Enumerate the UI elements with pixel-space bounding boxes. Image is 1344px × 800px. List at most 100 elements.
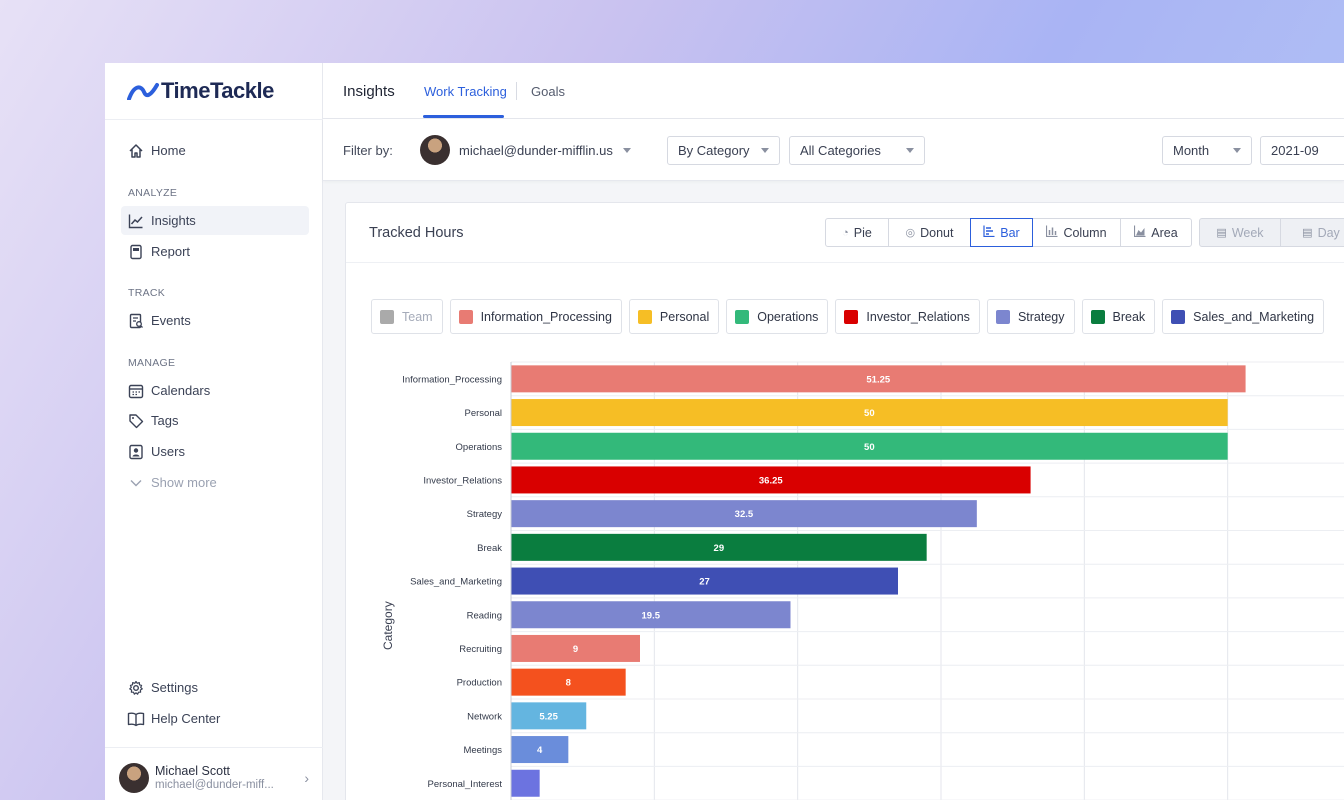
- y-tick-label: Meetings: [463, 745, 502, 756]
- events-icon: [127, 312, 145, 330]
- group-by-select[interactable]: By Category: [667, 136, 780, 165]
- report-icon: [127, 243, 145, 261]
- tab-work-tracking[interactable]: Work Tracking: [424, 83, 507, 99]
- user-name: Michael Scott: [155, 764, 231, 778]
- sidebar-show-more[interactable]: Show more: [121, 468, 309, 497]
- logo[interactable]: TimeTackle: [127, 78, 274, 103]
- sidebar-item-calendars[interactable]: Calendars: [121, 376, 309, 405]
- legend-label: Personal: [659, 309, 710, 324]
- bar[interactable]: [511, 500, 977, 528]
- legend-label: Investor_Relations: [866, 309, 970, 324]
- y-tick-label: Information_Processing: [402, 374, 502, 385]
- legend-swatch: [637, 309, 652, 324]
- calendar-icon: ▤: [1216, 227, 1227, 239]
- divider: [105, 119, 323, 120]
- legend-swatch: [1171, 309, 1186, 324]
- sidebar-item-help-center[interactable]: Help Center: [121, 704, 309, 733]
- category-select[interactable]: All Categories: [789, 136, 925, 165]
- bar[interactable]: [511, 567, 898, 595]
- y-tick-label: Personal_Interest: [428, 779, 503, 790]
- period-value: Month: [1173, 143, 1210, 158]
- caret-down-icon: [622, 147, 631, 153]
- bar[interactable]: [511, 432, 1228, 460]
- chart-type-pie-button[interactable]: ◔ Pie: [825, 218, 889, 247]
- bar-value-label: 50: [864, 442, 875, 453]
- legend-item-sales-and-marketing[interactable]: Sales_and_Marketing: [1162, 299, 1325, 334]
- legend-swatch: [735, 309, 750, 324]
- bar[interactable]: [511, 668, 626, 696]
- divider: [105, 747, 323, 748]
- caret-down-icon: [761, 148, 769, 153]
- users-icon: [127, 443, 145, 461]
- button-label: Column: [1063, 225, 1107, 240]
- period-select[interactable]: Month: [1162, 136, 1252, 165]
- bar-value-label: 51.25: [866, 374, 890, 385]
- tab-goals[interactable]: Goals: [531, 83, 565, 99]
- chart-type-donut-button[interactable]: ◎ Donut: [888, 218, 971, 247]
- legend-label: Operations: [757, 309, 819, 324]
- gear-icon: [127, 679, 145, 697]
- legend-item-strategy[interactable]: Strategy: [986, 299, 1075, 334]
- page-title: Insights: [343, 82, 395, 100]
- legend-item-investor-relations[interactable]: Investor_Relations: [835, 299, 980, 334]
- chart-type-column-button[interactable]: Column: [1032, 218, 1121, 247]
- button-label: Donut: [920, 225, 954, 240]
- user-filter-dropdown[interactable]: michael@dunder-mifflin.us: [420, 135, 631, 165]
- y-tick-label: Investor_Relations: [423, 475, 502, 486]
- bar-value-label: 4: [537, 745, 543, 756]
- bar[interactable]: [511, 736, 569, 764]
- sidebar-item-home[interactable]: Home: [121, 136, 309, 165]
- sidebar-item-label: Calendars: [151, 383, 211, 398]
- bar-chart: Information_Processing 51.25 Personal 50 Ope…: [402, 361, 1344, 800]
- logo-mark-icon: [127, 83, 159, 100]
- user-filter-value: michael@dunder-mifflin.us: [459, 142, 613, 158]
- sidebar-item-settings[interactable]: Settings: [121, 673, 309, 702]
- chart-type-bar-button[interactable]: Bar: [970, 218, 1033, 247]
- sidebar-item-label: Events: [151, 313, 191, 328]
- granularity-week-button[interactable]: ▤ Week: [1199, 218, 1281, 247]
- button-label: Bar: [1000, 225, 1020, 240]
- calendar-icon: ▤: [1302, 227, 1313, 239]
- bar[interactable]: [511, 466, 1031, 494]
- legend-item-operations[interactable]: Operations: [726, 299, 829, 334]
- legend-item-break[interactable]: Break: [1081, 299, 1156, 334]
- trend-icon: [127, 212, 145, 230]
- divider: [346, 262, 1344, 263]
- user-email: michael@dunder-miff...: [155, 779, 274, 791]
- bar[interactable]: [511, 533, 927, 561]
- chevron-right-icon: ›: [304, 770, 309, 786]
- y-tick-label: Recruiting: [459, 644, 502, 655]
- y-tick-label: Operations: [456, 442, 503, 453]
- legend-swatch: [844, 309, 859, 324]
- bar-value-label: 36.25: [759, 475, 783, 486]
- bar-value-label: 8: [566, 678, 571, 689]
- bar-value-label: 32.5: [735, 509, 754, 520]
- granularity-day-button[interactable]: ▤ Day: [1280, 218, 1344, 247]
- app-window: TimeTackle Home ANALYZE Insights Report …: [105, 63, 1344, 800]
- bar-value-label: 50: [864, 408, 875, 419]
- bar[interactable]: [511, 399, 1228, 427]
- legend-item-information-processing[interactable]: Information_Processing: [449, 299, 622, 334]
- bar[interactable]: [511, 634, 640, 662]
- sidebar-item-label: Report: [151, 244, 191, 259]
- app-name: TimeTackle: [161, 78, 274, 103]
- sidebar-item-tags[interactable]: Tags: [121, 406, 309, 435]
- legend-item-personal[interactable]: Personal: [628, 299, 720, 334]
- bar[interactable]: [511, 769, 540, 797]
- bar[interactable]: [511, 365, 1246, 393]
- sidebar-item-report[interactable]: Report: [121, 237, 309, 266]
- legend-item-team[interactable]: Team: [371, 299, 443, 334]
- chart-type-area-button[interactable]: Area: [1120, 218, 1192, 247]
- bar[interactable]: [511, 601, 791, 629]
- section-title-track: TRACK: [128, 287, 166, 299]
- bar[interactable]: [511, 702, 587, 730]
- user-menu[interactable]: Michael Scott michael@dunder-miff... ›: [119, 761, 309, 795]
- button-label: Pie: [853, 225, 872, 240]
- sidebar-item-users[interactable]: Users: [121, 437, 309, 466]
- legend-label: Team: [402, 309, 433, 324]
- sidebar-item-events[interactable]: Events: [121, 306, 309, 335]
- y-tick-label: Personal: [465, 408, 503, 419]
- button-label: Day: [1317, 225, 1340, 240]
- date-picker[interactable]: 2021-09: [1260, 136, 1344, 165]
- sidebar-item-insights[interactable]: Insights: [121, 206, 309, 235]
